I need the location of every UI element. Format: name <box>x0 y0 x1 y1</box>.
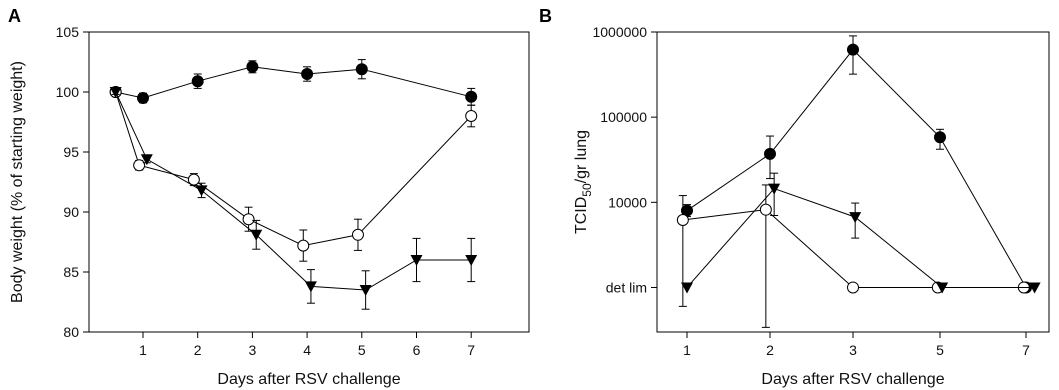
panel-a-label: A <box>8 6 21 26</box>
x-tick-label: 2 <box>194 342 202 358</box>
data-point <box>301 68 314 80</box>
data-point <box>410 255 423 266</box>
data-point <box>681 282 693 294</box>
data-point <box>355 63 368 76</box>
series-line <box>115 91 472 247</box>
x-tick-label: 2 <box>766 342 774 358</box>
data-point <box>934 131 946 144</box>
y-tick-label: 95 <box>63 144 79 160</box>
panel-b-ylabel-sub: 50 <box>580 183 594 197</box>
panel-a-frame <box>88 31 530 333</box>
panel-a: A 80 85 90 95 100 105 1 2 3 4 5 6 7 Days after RSV c… <box>8 6 530 388</box>
y-tick-label: 10000 <box>608 194 647 210</box>
series-line <box>686 48 1027 288</box>
data-point <box>1028 282 1041 294</box>
data-point <box>936 282 949 294</box>
data-point <box>849 212 862 224</box>
panel-a-ylabel: Body weight (% of starting weight) <box>9 61 26 303</box>
y-tick-label: 100 <box>56 84 80 100</box>
panel-b-label: B <box>539 6 552 26</box>
data-point <box>191 75 204 88</box>
x-tick-label: 5 <box>936 342 944 358</box>
panel-b-ticks: 1000000 100000 10000 det lim 1 2 3 5 7 <box>592 24 1030 358</box>
series-line <box>682 209 1024 288</box>
data-point <box>676 213 689 226</box>
data-point <box>133 159 146 172</box>
panel-a-xlabel: Days after RSV challenge <box>217 371 400 388</box>
data-point <box>847 43 859 56</box>
x-tick-label: 7 <box>1022 342 1030 358</box>
x-tick-label: 1 <box>139 342 147 358</box>
data-point <box>304 281 317 293</box>
panel-b-data <box>676 35 1041 328</box>
panel-b: B 1000000 100000 10000 det lim 1 2 3 5 7 Days af… <box>539 6 1050 388</box>
panel-b-ylabel-tail: /gr lung <box>573 130 590 183</box>
data-point <box>242 213 255 226</box>
series-line <box>115 91 472 291</box>
data-point <box>187 173 200 186</box>
y-tick-label: 85 <box>63 264 79 280</box>
y-tick-label: 1000000 <box>592 24 647 40</box>
data-point <box>759 203 772 216</box>
data-point <box>847 281 859 294</box>
data-point <box>351 228 364 241</box>
panel-b-xlabel: Days after RSV challenge <box>761 371 944 388</box>
series-line <box>115 66 472 99</box>
panel-b-ylabel-main: TCID <box>573 197 590 234</box>
y-tick-label: 100000 <box>600 109 647 125</box>
series-line <box>686 187 1035 288</box>
data-point <box>250 229 263 241</box>
x-tick-label: 3 <box>249 342 257 358</box>
y-tick-label: 105 <box>56 24 80 40</box>
data-point <box>764 147 776 160</box>
data-point <box>359 285 372 296</box>
data-point <box>297 239 310 252</box>
x-tick-label: 1 <box>683 342 691 358</box>
data-point <box>465 110 478 122</box>
y-tick-label: 80 <box>63 324 79 340</box>
panel-a-ticks: 80 85 90 95 100 105 1 2 3 4 5 6 7 <box>56 24 476 358</box>
data-point <box>465 255 478 266</box>
data-point <box>246 60 259 73</box>
data-point <box>140 154 153 166</box>
data-point <box>465 90 478 103</box>
data-point <box>195 185 208 197</box>
det-lim-label: det lim <box>606 279 647 295</box>
data-point <box>109 87 122 98</box>
x-tick-label: 7 <box>467 342 475 358</box>
y-tick-label: 90 <box>63 204 79 220</box>
x-tick-label: 6 <box>413 342 421 358</box>
data-point <box>768 183 781 195</box>
panel-a-data <box>109 59 478 310</box>
x-tick-label: 5 <box>358 342 366 358</box>
panel-b-ylabel: TCID50/gr lung <box>573 130 594 234</box>
x-tick-label: 3 <box>849 342 857 358</box>
data-point <box>137 92 149 104</box>
x-tick-label: 4 <box>303 342 311 358</box>
